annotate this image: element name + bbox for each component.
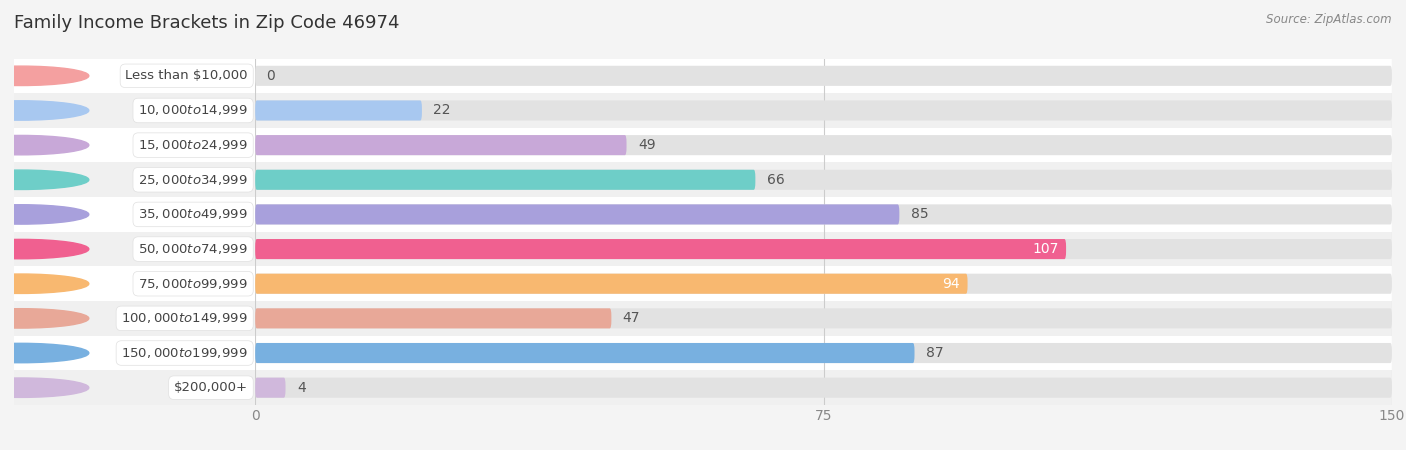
FancyBboxPatch shape (256, 308, 1392, 328)
Bar (14, 336, 256, 370)
FancyBboxPatch shape (256, 170, 1392, 190)
Bar (256, 197, 1392, 232)
FancyBboxPatch shape (256, 343, 914, 363)
Text: 94: 94 (942, 277, 960, 291)
Bar (14, 93, 256, 128)
Text: 47: 47 (623, 311, 640, 325)
Text: 4: 4 (297, 381, 305, 395)
Bar (14, 266, 256, 301)
Circle shape (0, 101, 89, 120)
Bar (256, 301, 1392, 336)
Circle shape (0, 343, 89, 363)
Bar (256, 128, 1392, 162)
FancyBboxPatch shape (256, 239, 1066, 259)
Circle shape (0, 170, 89, 189)
Bar (14, 232, 256, 266)
FancyBboxPatch shape (256, 204, 900, 225)
FancyBboxPatch shape (256, 378, 285, 398)
Text: $35,000 to $49,999: $35,000 to $49,999 (138, 207, 247, 221)
FancyBboxPatch shape (256, 274, 967, 294)
Text: Family Income Brackets in Zip Code 46974: Family Income Brackets in Zip Code 46974 (14, 14, 399, 32)
Bar (14, 370, 256, 405)
FancyBboxPatch shape (256, 239, 1392, 259)
Bar (14, 58, 256, 93)
Bar (256, 162, 1392, 197)
Text: $150,000 to $199,999: $150,000 to $199,999 (121, 346, 247, 360)
Text: Source: ZipAtlas.com: Source: ZipAtlas.com (1267, 14, 1392, 27)
FancyBboxPatch shape (256, 378, 1392, 398)
Text: 85: 85 (911, 207, 928, 221)
Bar (14, 197, 256, 232)
FancyBboxPatch shape (256, 204, 1392, 225)
Circle shape (0, 378, 89, 397)
FancyBboxPatch shape (256, 343, 1392, 363)
FancyBboxPatch shape (256, 274, 1392, 294)
Bar (14, 301, 256, 336)
Circle shape (0, 66, 89, 86)
FancyBboxPatch shape (256, 135, 1392, 155)
Bar (256, 232, 1392, 266)
Text: Less than $10,000: Less than $10,000 (125, 69, 247, 82)
Text: 22: 22 (433, 104, 451, 117)
Circle shape (0, 309, 89, 328)
Text: 107: 107 (1032, 242, 1059, 256)
FancyBboxPatch shape (256, 100, 1392, 121)
Bar (14, 162, 256, 197)
Bar (256, 370, 1392, 405)
FancyBboxPatch shape (256, 66, 1392, 86)
Text: $200,000+: $200,000+ (174, 381, 247, 394)
FancyBboxPatch shape (256, 170, 755, 190)
FancyBboxPatch shape (256, 100, 422, 121)
Circle shape (0, 205, 89, 224)
Circle shape (0, 274, 89, 293)
Text: 66: 66 (766, 173, 785, 187)
Text: 87: 87 (927, 346, 943, 360)
Text: 0: 0 (267, 69, 276, 83)
Bar (256, 336, 1392, 370)
Circle shape (0, 135, 89, 155)
Circle shape (0, 239, 89, 259)
Text: $75,000 to $99,999: $75,000 to $99,999 (138, 277, 247, 291)
Bar (256, 58, 1392, 93)
Text: $25,000 to $34,999: $25,000 to $34,999 (138, 173, 247, 187)
Text: $15,000 to $24,999: $15,000 to $24,999 (138, 138, 247, 152)
Bar (256, 266, 1392, 301)
Text: $10,000 to $14,999: $10,000 to $14,999 (138, 104, 247, 117)
Text: 49: 49 (638, 138, 655, 152)
FancyBboxPatch shape (256, 308, 612, 328)
Text: $100,000 to $149,999: $100,000 to $149,999 (121, 311, 247, 325)
Text: $50,000 to $74,999: $50,000 to $74,999 (138, 242, 247, 256)
Bar (14, 128, 256, 162)
FancyBboxPatch shape (256, 135, 627, 155)
Bar (256, 93, 1392, 128)
